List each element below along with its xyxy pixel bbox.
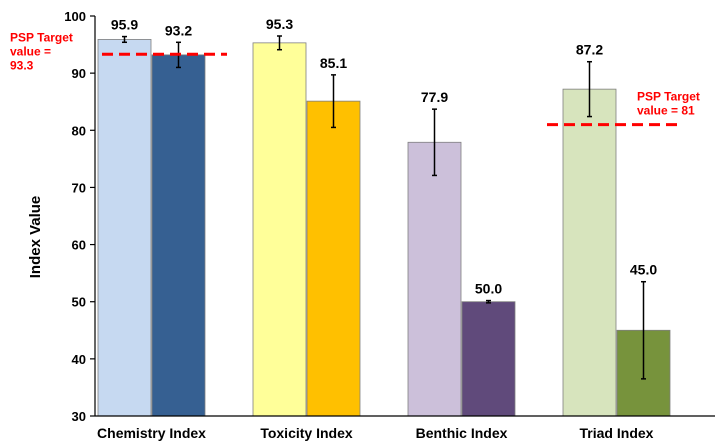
y-ticks-layer: 30 40 50 60 70 80 90 100 <box>64 9 95 424</box>
data-label: 77.9 <box>421 89 448 105</box>
y-tick-label: 100 <box>64 9 86 24</box>
data-label: 50.0 <box>475 281 502 297</box>
error-bar <box>122 35 127 44</box>
axes-layer <box>94 16 715 417</box>
error-bar <box>331 74 336 129</box>
bar-s1-toxicity-index <box>252 42 307 417</box>
target-label: 93.3 <box>10 58 34 72</box>
error-bars-layer <box>122 35 646 380</box>
target-label: PSP Target <box>10 30 73 44</box>
bar-s2-benthic-index <box>461 301 516 417</box>
error-bar <box>641 280 646 380</box>
x-category-label: Triad Index <box>580 425 654 441</box>
x-category-label: Benthic Index <box>416 425 508 441</box>
data-label: 95.3 <box>266 16 293 32</box>
error-bar <box>486 299 491 304</box>
data-labels-layer: 95.9 93.2 95.3 85.1 77.9 50.0 87.2 45.0 <box>111 16 657 297</box>
data-label: 87.2 <box>576 42 603 58</box>
bar-s1-benthic-index <box>407 141 462 417</box>
target-label: PSP Target <box>637 90 700 104</box>
data-label: 45.0 <box>630 262 657 278</box>
y-tick-label: 80 <box>72 123 86 138</box>
y-tick-label: 50 <box>72 295 86 310</box>
data-label: 93.2 <box>165 22 192 38</box>
bar-s1-chemistry-index <box>97 39 152 417</box>
bars-layer <box>97 39 671 417</box>
y-tick-label: 40 <box>72 352 86 367</box>
error-bar <box>432 108 437 177</box>
y-tick-label: 60 <box>72 238 86 253</box>
y-axis-label: Index Value <box>27 196 44 279</box>
bar-s1-triad-index <box>562 88 617 417</box>
bar-s2-toxicity-index <box>306 100 361 417</box>
x-category-label: Toxicity Index <box>260 425 353 441</box>
data-label: 85.1 <box>320 55 347 71</box>
target-label: value = <box>10 44 51 58</box>
x-category-label: Chemistry Index <box>97 425 206 441</box>
target-label: value = 81 <box>637 104 695 118</box>
y-tick-label: 70 <box>72 180 86 195</box>
y-tick-label: 30 <box>72 409 86 424</box>
x-categories-layer: Chemistry Index Toxicity Index Benthic Ind… <box>97 425 654 441</box>
error-bar <box>587 60 592 118</box>
error-bar <box>277 35 282 51</box>
data-label: 95.9 <box>111 17 138 33</box>
bar-s2-chemistry-index <box>151 54 206 417</box>
y-tick-label: 90 <box>72 66 86 81</box>
